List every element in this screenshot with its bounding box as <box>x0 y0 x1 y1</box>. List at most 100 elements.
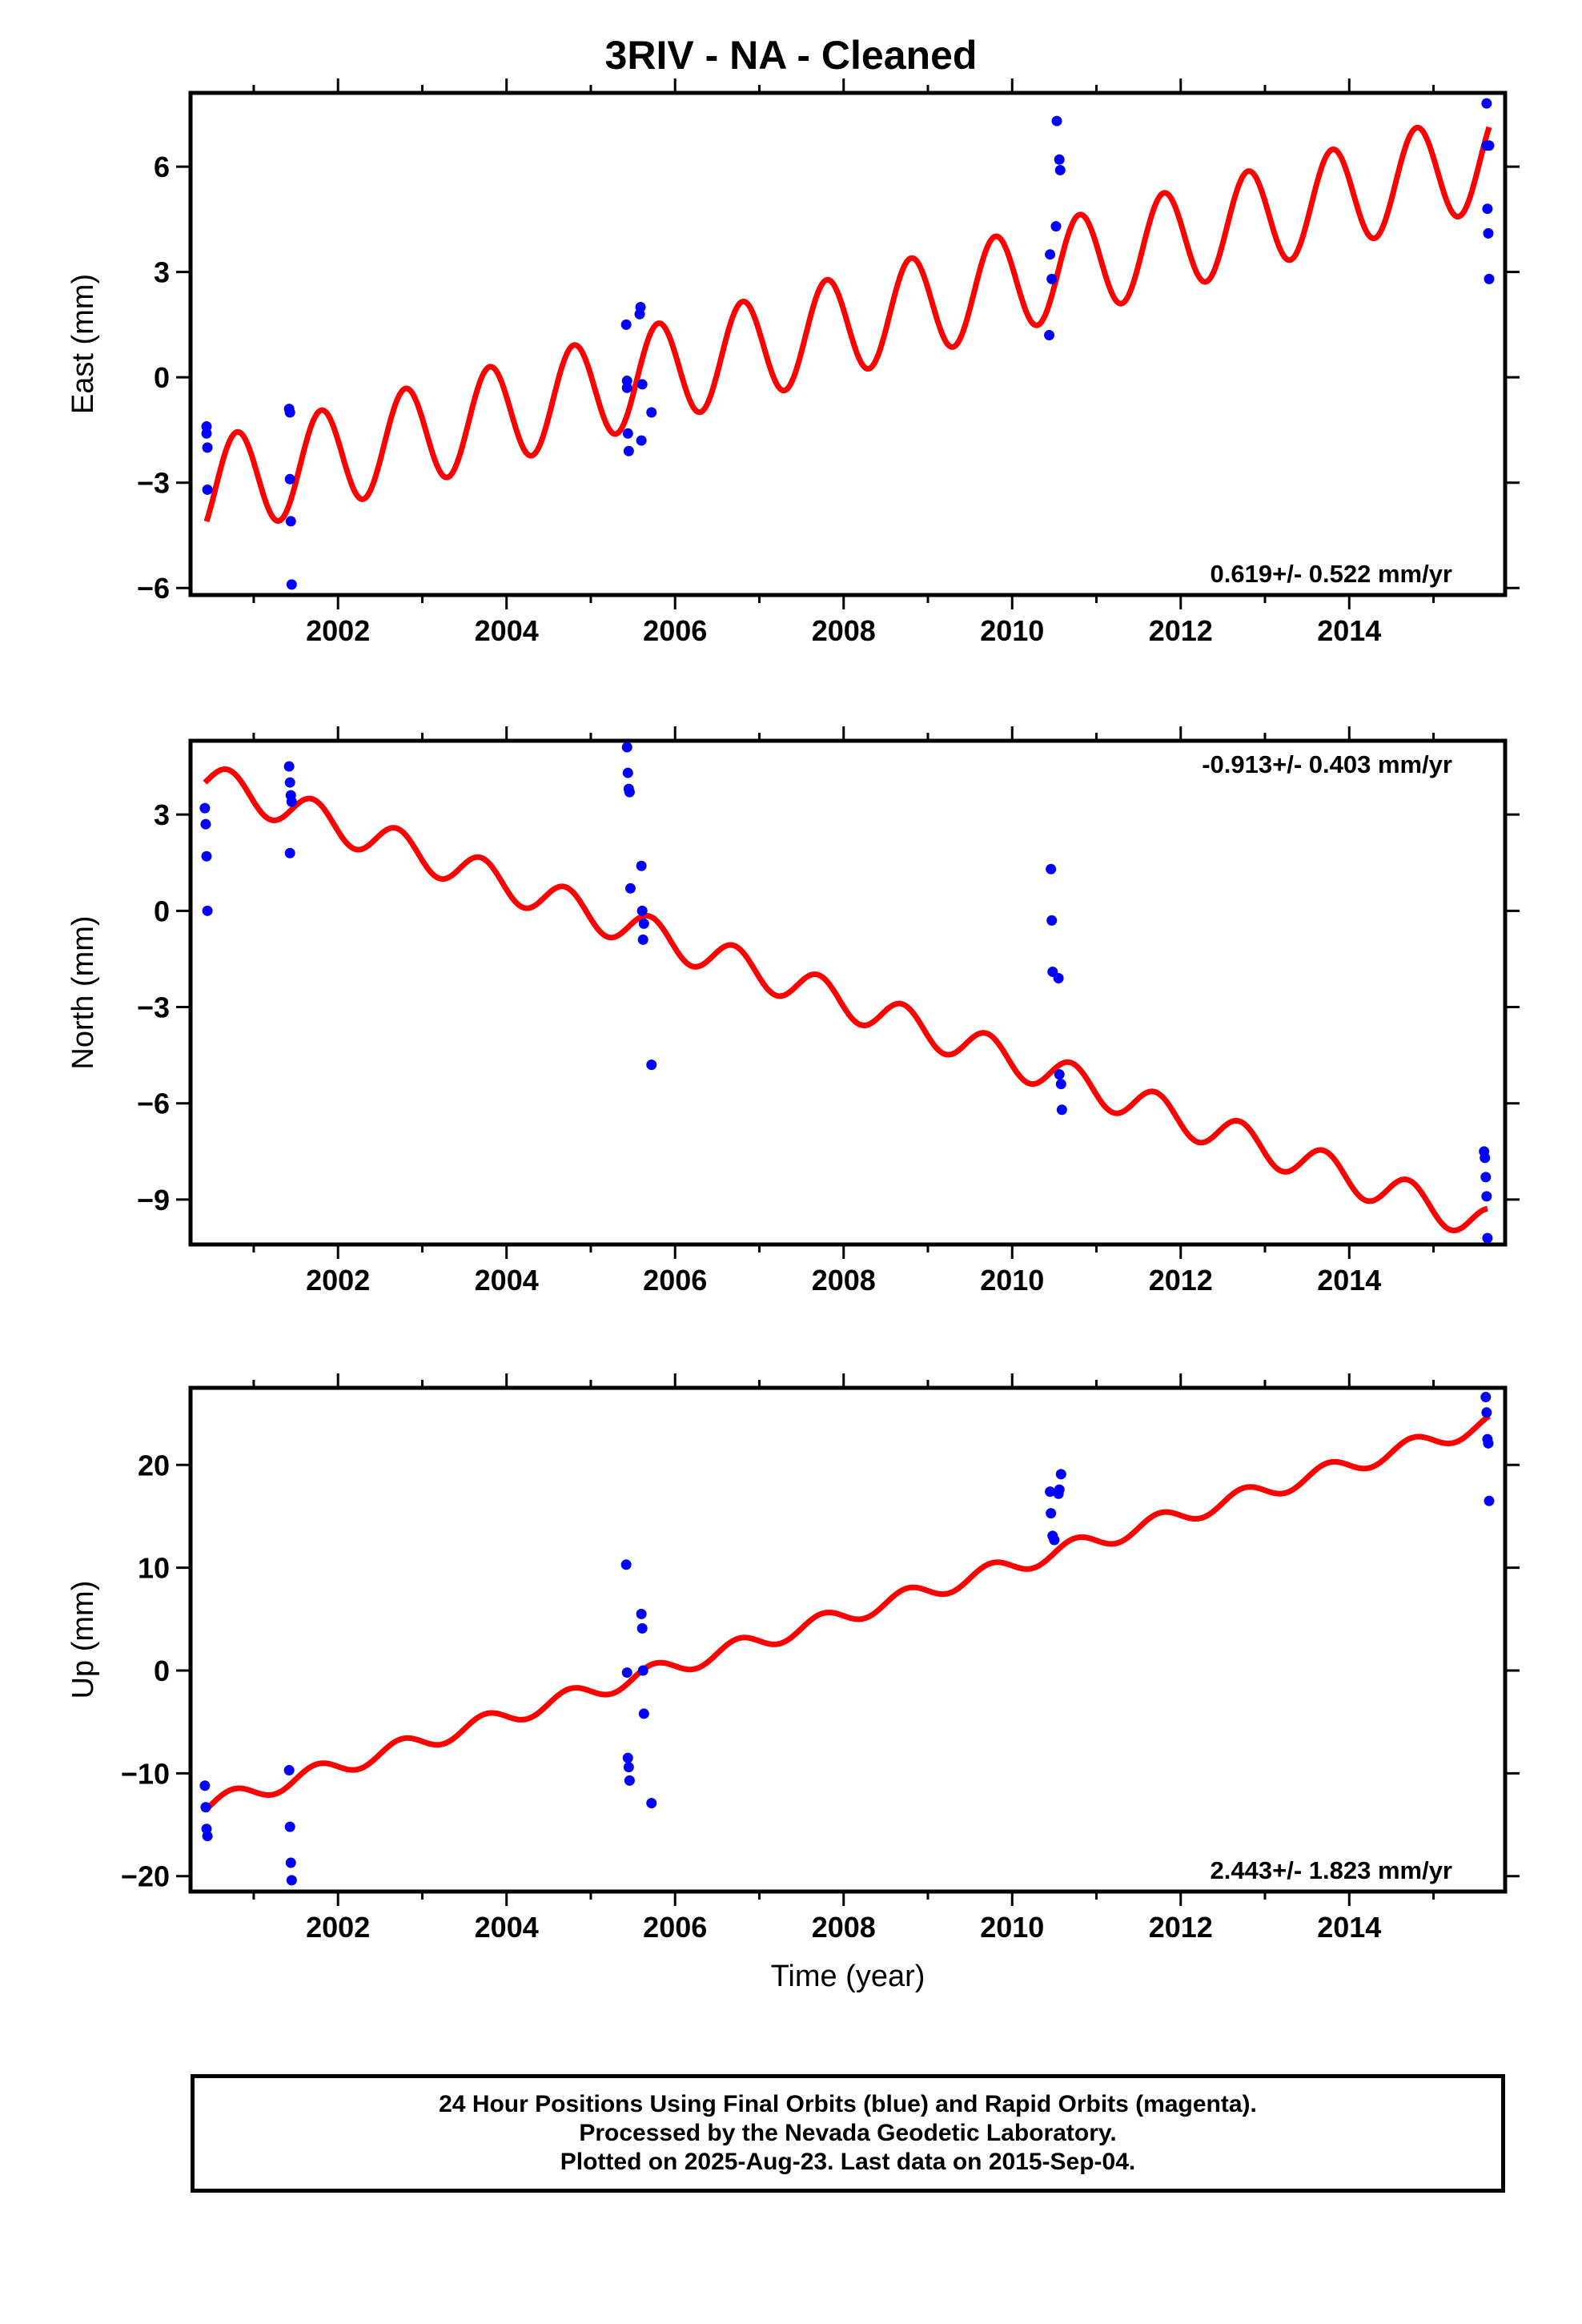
up-rate-label: 2.443+/- 1.823 mm/yr <box>1211 1856 1452 1884</box>
up-xlabel: Time (year) <box>771 1960 926 1993</box>
east-xtick-label: 2004 <box>475 614 539 647</box>
up-frame <box>188 1385 1508 1894</box>
east-data-point <box>1044 330 1055 341</box>
up-data-point <box>1046 1508 1057 1519</box>
north-data-point <box>284 847 295 858</box>
north-xtick-label: 2006 <box>643 1264 707 1297</box>
north-data-point <box>284 777 295 788</box>
north-data-point <box>1480 1152 1491 1164</box>
footer-box: 24 Hour Positions Using Final Orbits (bl… <box>191 2074 1505 2193</box>
east-data-point <box>621 382 632 393</box>
east-data-point <box>1051 115 1062 127</box>
east-rate-label: 0.619+/- 0.522 mm/yr <box>1211 560 1452 588</box>
north-xtick-label: 2014 <box>1317 1264 1381 1297</box>
north-data-point <box>1046 915 1058 926</box>
north-data-point <box>201 850 212 862</box>
up-model-line <box>203 1413 1492 1813</box>
north-ytick-label: −6 <box>137 1088 170 1120</box>
north-xtick-label: 2012 <box>1149 1264 1213 1297</box>
north-xtick-label: 2002 <box>306 1264 370 1297</box>
up-ytick-label: −20 <box>121 1860 170 1893</box>
up-data-point <box>636 1622 648 1634</box>
east-data-point <box>202 442 213 453</box>
up-data-point <box>1480 1392 1492 1403</box>
east-data-point <box>1482 203 1493 215</box>
east-frame <box>188 90 1508 597</box>
east-data-point <box>1481 98 1492 109</box>
up-data-point <box>621 1667 632 1679</box>
north-data-point <box>1056 1104 1067 1116</box>
north-data-point <box>202 905 213 916</box>
east-data-point <box>284 407 295 418</box>
north-data-point <box>624 786 635 798</box>
up-data-point <box>637 1665 648 1676</box>
up-data-point <box>200 1802 211 1813</box>
page-title: 3RIV - NA - Cleaned <box>604 33 978 78</box>
east-data-point <box>622 428 633 439</box>
north-data-point <box>199 802 211 814</box>
north-data-point <box>624 883 636 894</box>
up-data-point <box>284 1821 295 1832</box>
east-data-point <box>1054 154 1065 165</box>
east-data-point <box>1050 221 1062 232</box>
north-data-point <box>1046 863 1057 875</box>
up-data-point <box>199 1780 211 1791</box>
up-xtick-label: 2010 <box>980 1911 1044 1944</box>
north-ytick-label: 0 <box>154 895 170 927</box>
east-data-point <box>286 579 297 590</box>
east-data-point <box>201 428 212 439</box>
up-data-point <box>638 1708 649 1719</box>
east-ytick-label: 3 <box>154 256 170 289</box>
east-data-point <box>646 407 657 418</box>
north-data-point <box>200 818 211 830</box>
east-data-point <box>1483 227 1494 239</box>
north-data-point <box>646 1059 657 1071</box>
north-ytick-label: −9 <box>137 1184 170 1216</box>
up-data-point <box>1484 1495 1495 1506</box>
up-data-point <box>1049 1534 1060 1546</box>
east-ytick-label: 0 <box>154 361 170 394</box>
north-ytick-label: 3 <box>154 798 170 831</box>
up-data-point <box>1481 1407 1492 1418</box>
east-ytick-label: 6 <box>154 151 170 183</box>
north-data-point <box>286 796 297 807</box>
up-data-point <box>1055 1469 1066 1480</box>
up-data-point <box>636 1608 647 1619</box>
east-data-point <box>636 379 648 390</box>
up-ytick-label: 10 <box>138 1552 170 1585</box>
north-data-point <box>638 918 649 929</box>
east-xtick-label: 2012 <box>1149 614 1213 647</box>
east-data-point <box>636 435 647 446</box>
up-xtick-label: 2002 <box>306 1911 370 1944</box>
north-model-line <box>203 766 1490 1233</box>
up-ytick-label: 20 <box>138 1449 170 1482</box>
north-data-point <box>636 860 647 871</box>
gps-time-series-figure: 2002 2004 2006 2008 2010 2012 2014−6−3036East … <box>66 78 1520 1993</box>
north-data-point <box>1055 1079 1066 1090</box>
north-data-point <box>1054 1069 1065 1080</box>
east-data-point <box>1484 273 1495 284</box>
east-data-point <box>1045 249 1056 260</box>
north-xtick-label: 2010 <box>980 1264 1044 1297</box>
up-data-point <box>1045 1486 1056 1498</box>
east-data-point <box>623 445 634 456</box>
up-ytick-label: 0 <box>154 1655 170 1687</box>
up-panel: 2002 2004 2006 2008 2010 2012 2014 −20 −10 0 10 20 U… <box>66 1373 1520 1993</box>
east-xtick-label: 2008 <box>812 614 876 647</box>
east-model-line <box>203 124 1492 524</box>
footer-line-plotted: Plotted on 2025-Aug-23. Last data on 201… <box>560 2149 1136 2175</box>
north-data-point <box>1481 1191 1492 1202</box>
up-data-point <box>620 1559 632 1570</box>
up-data-point <box>624 1775 635 1786</box>
up-xtick-label: 2014 <box>1317 1911 1381 1944</box>
east-data-point <box>285 516 296 527</box>
footer-line-processed: Processed by the Nevada Geodetic Laborat… <box>579 2120 1117 2146</box>
up-ytick-label: −10 <box>121 1757 170 1790</box>
north-data-point <box>1053 972 1064 983</box>
up-data-point <box>1054 1484 1065 1495</box>
north-data-point <box>622 767 633 778</box>
up-data-point <box>285 1857 296 1868</box>
up-data-point <box>646 1798 657 1809</box>
east-data-point <box>620 319 632 330</box>
north-xtick-label: 2008 <box>812 1264 876 1297</box>
